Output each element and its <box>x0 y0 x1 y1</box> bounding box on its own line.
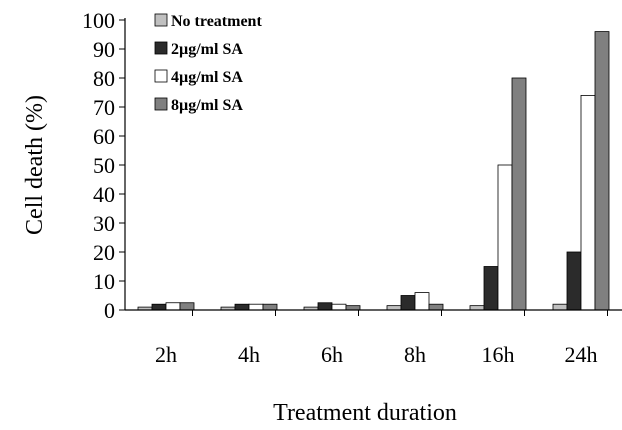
bar <box>400 295 416 311</box>
bar <box>179 302 195 311</box>
y-tick-label: 100 <box>82 8 115 33</box>
axes-group <box>124 18 622 311</box>
x-tick-label: 16h <box>482 342 515 367</box>
bar <box>262 303 278 311</box>
bar <box>386 305 402 311</box>
x-tick-label: 4h <box>238 342 260 367</box>
bar <box>594 31 610 311</box>
x-tick-label: 8h <box>404 342 426 367</box>
y-tick-label: 30 <box>93 211 115 236</box>
legend-swatch <box>154 97 168 111</box>
x-tick-label: 6h <box>321 342 343 367</box>
bar <box>234 303 250 311</box>
bar <box>469 305 485 311</box>
legend-label: 4µg/ml SA <box>171 69 243 86</box>
bar <box>428 303 444 311</box>
y-tick-label: 40 <box>93 182 115 207</box>
bar <box>345 305 361 311</box>
x-axis-title: Treatment duration <box>273 400 457 426</box>
bar <box>483 266 499 311</box>
bar <box>566 251 582 311</box>
bar <box>151 303 167 311</box>
bar <box>414 292 430 311</box>
legend-swatch <box>154 41 168 55</box>
legend-label: 8µg/ml SA <box>171 97 243 114</box>
x-tick-label: 24h <box>565 342 598 367</box>
y-axis-title: Cell death (%) <box>22 95 48 235</box>
bar <box>552 303 568 311</box>
bar <box>511 77 527 311</box>
bar <box>165 302 181 311</box>
legend-swatch <box>154 69 168 83</box>
bar <box>248 303 264 311</box>
x-ticks-group: 2h 4h 6h 8h 16h 24h <box>155 310 608 367</box>
y-tick-label: 10 <box>93 269 115 294</box>
y-tick-label: 0 <box>104 298 115 323</box>
x-tick-label: 2h <box>155 342 177 367</box>
y-ticks-group: 0 10 20 30 40 50 60 70 80 90 100 <box>82 8 125 323</box>
legend-swatch <box>154 13 168 27</box>
y-tick-label: 80 <box>93 66 115 91</box>
bars-group <box>137 31 610 311</box>
bar <box>497 164 513 311</box>
legend-label: No treatment <box>171 13 262 30</box>
bar <box>580 95 596 311</box>
legend-label: 2µg/ml SA <box>171 41 243 58</box>
y-tick-label: 90 <box>93 37 115 62</box>
bar <box>331 303 347 311</box>
y-tick-label: 60 <box>93 124 115 149</box>
legend: No treatment 2µg/ml SA 4µg/ml SA 8µg/ml SA <box>154 13 262 114</box>
bar <box>317 302 333 311</box>
y-tick-label: 50 <box>93 153 115 178</box>
y-tick-label: 70 <box>93 95 115 120</box>
y-tick-label: 20 <box>93 240 115 265</box>
